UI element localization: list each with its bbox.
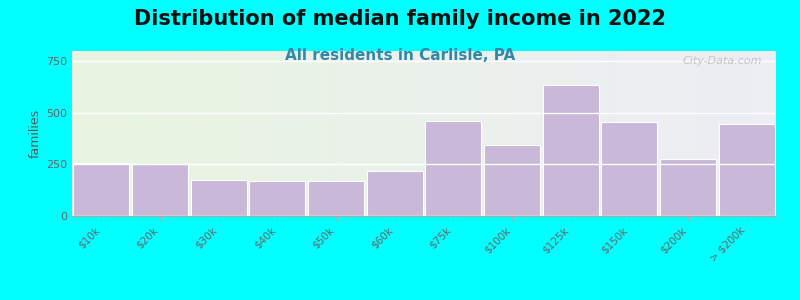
Text: City-Data.com: City-Data.com (682, 56, 762, 66)
Text: Distribution of median family income in 2022: Distribution of median family income in … (134, 9, 666, 29)
Bar (250, 181, 305, 216)
Bar (426, 121, 482, 216)
Y-axis label: families: families (29, 109, 42, 158)
Bar (543, 85, 598, 216)
Bar (132, 164, 188, 216)
Bar (308, 181, 364, 216)
Bar (74, 164, 129, 216)
Bar (719, 124, 774, 216)
Bar (366, 171, 422, 216)
Bar (660, 159, 716, 216)
Bar (190, 180, 246, 216)
Bar (602, 122, 658, 216)
Text: All residents in Carlisle, PA: All residents in Carlisle, PA (285, 48, 515, 63)
Bar (484, 145, 540, 216)
